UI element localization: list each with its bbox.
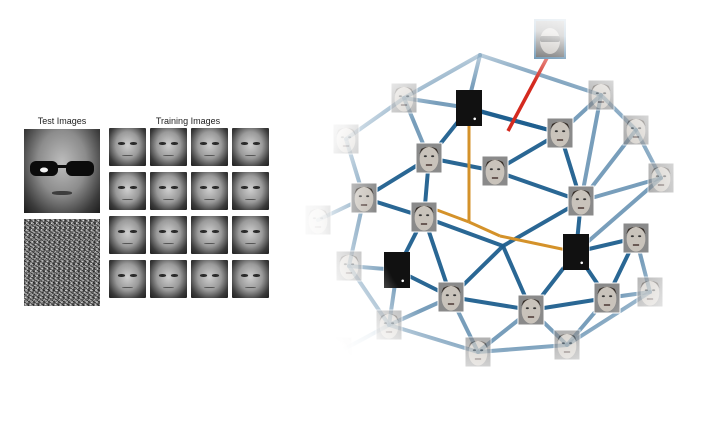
face-node [325, 336, 353, 368]
face-node [517, 294, 545, 326]
training-face-image [109, 216, 146, 254]
face-node [437, 281, 465, 313]
training-face-image [150, 128, 187, 166]
test-image-sunglasses [24, 129, 100, 213]
training-face-image [232, 128, 269, 166]
mouth [52, 191, 72, 195]
training-images-title: Training Images [155, 116, 221, 126]
training-face-image [191, 216, 228, 254]
training-face-image [191, 128, 228, 166]
training-face-image [109, 128, 146, 166]
face-node [587, 79, 615, 111]
training-face-image [232, 172, 269, 210]
training-face-image [232, 260, 269, 298]
occlusion-block-node [456, 90, 482, 126]
training-face-image [191, 172, 228, 210]
face-node [481, 155, 509, 187]
test-images-title: Test Images [37, 116, 87, 126]
face-node [410, 201, 438, 233]
training-face-image [150, 172, 187, 210]
face-node [304, 204, 332, 236]
training-face-image [232, 216, 269, 254]
face-node [335, 250, 363, 282]
face-node [622, 114, 650, 146]
occlusion-block-node [563, 234, 589, 270]
training-face-image [191, 260, 228, 298]
training-face-image [109, 172, 146, 210]
test-image-noise [24, 219, 100, 306]
network-edge [478, 53, 603, 97]
training-face-image [150, 260, 187, 298]
face-node [553, 329, 581, 361]
query-face-node [534, 19, 566, 59]
training-face-image [109, 260, 146, 298]
face-node [415, 142, 443, 174]
face-node [636, 276, 664, 308]
face-node [350, 182, 378, 214]
face-node [390, 82, 418, 114]
face-node [375, 309, 403, 341]
training-face-image [150, 216, 187, 254]
face-node [647, 162, 675, 194]
face-node [567, 185, 595, 217]
face-node [464, 336, 492, 368]
face-node [622, 222, 650, 254]
face-node [332, 123, 360, 155]
face-node [593, 282, 621, 314]
face-node [546, 117, 574, 149]
occlusion-block-node [384, 252, 410, 288]
sunglasses-icon [30, 161, 94, 176]
